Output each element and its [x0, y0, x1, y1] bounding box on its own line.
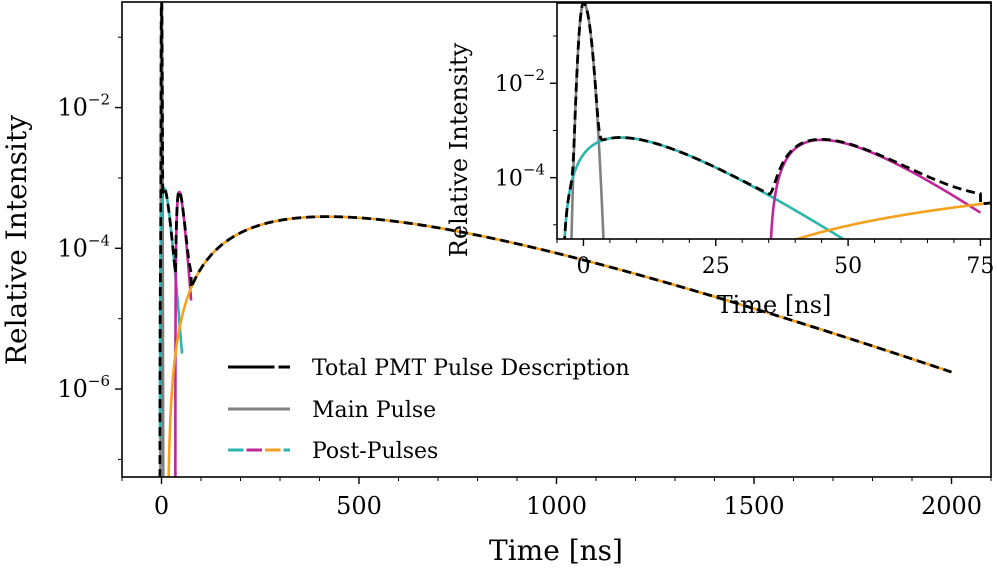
inset-series-post-pulse-3: [793, 201, 991, 239]
main-x-tick-label: 2000: [921, 492, 982, 520]
legend-entry-post-pulses: Post-Pulses: [228, 439, 438, 464]
inset-series-layer: [563, 3, 991, 239]
inset-series-main-pulse: [570, 3, 605, 239]
main-y-tick-label: 10−6: [57, 372, 110, 403]
legend-label-total: Total PMT Pulse Description: [312, 356, 630, 381]
main-x-tick-label: 1500: [723, 492, 784, 520]
legend-entry-total: Total PMT Pulse Description: [228, 356, 630, 381]
legend-label-main-pulse: Main Pulse: [312, 398, 436, 423]
legend-label-post-pulses: Post-Pulses: [312, 439, 438, 464]
inset-tick-labels: 0 25 50 75 10−4 10−2: [495, 66, 995, 279]
main-series-main-pulse: [159, 2, 165, 477]
main-x-tick-label: 1000: [526, 492, 587, 520]
main-series-post-pulse-2: [174, 190, 193, 477]
main-y-tick-label: 10−4: [57, 231, 110, 262]
legend: Total PMT Pulse Description Main Pulse P…: [228, 356, 630, 464]
inset-axes-frame: [556, 2, 992, 240]
main-ticks: [115, 36, 992, 484]
main-y-axis-label: Relative Intensity: [0, 115, 33, 365]
inset-x-tick-label: 0: [576, 254, 590, 279]
inset-x-axis-label: Time [ns]: [717, 291, 832, 319]
inset-ticks: [550, 35, 982, 246]
inset-x-tick-label: 75: [966, 254, 994, 279]
inset-y-tick-label: 10−4: [495, 161, 545, 192]
inset-plot: 0 25 50 75 10−4 10−2 Time [ns] Relative Inten…: [445, 2, 995, 319]
main-series-total: [158, 2, 952, 477]
main-y-tick-label: 10−2: [57, 91, 110, 122]
inset-series-total: [563, 3, 991, 239]
inset-y-axis-label: Relative Intensity: [445, 42, 473, 257]
main-x-tick-label: 0: [154, 492, 169, 520]
main-series-layer: [158, 2, 952, 477]
inset-x-tick-label: 25: [702, 254, 730, 279]
inset-y-tick-label: 10−2: [495, 66, 545, 97]
main-x-tick-label: 500: [336, 492, 382, 520]
legend-entry-main-pulse: Main Pulse: [228, 398, 436, 423]
main-x-axis-label: Time [ns]: [489, 534, 623, 567]
inset-x-tick-label: 50: [834, 254, 862, 279]
inset-series-post-pulse-2: [769, 138, 982, 239]
